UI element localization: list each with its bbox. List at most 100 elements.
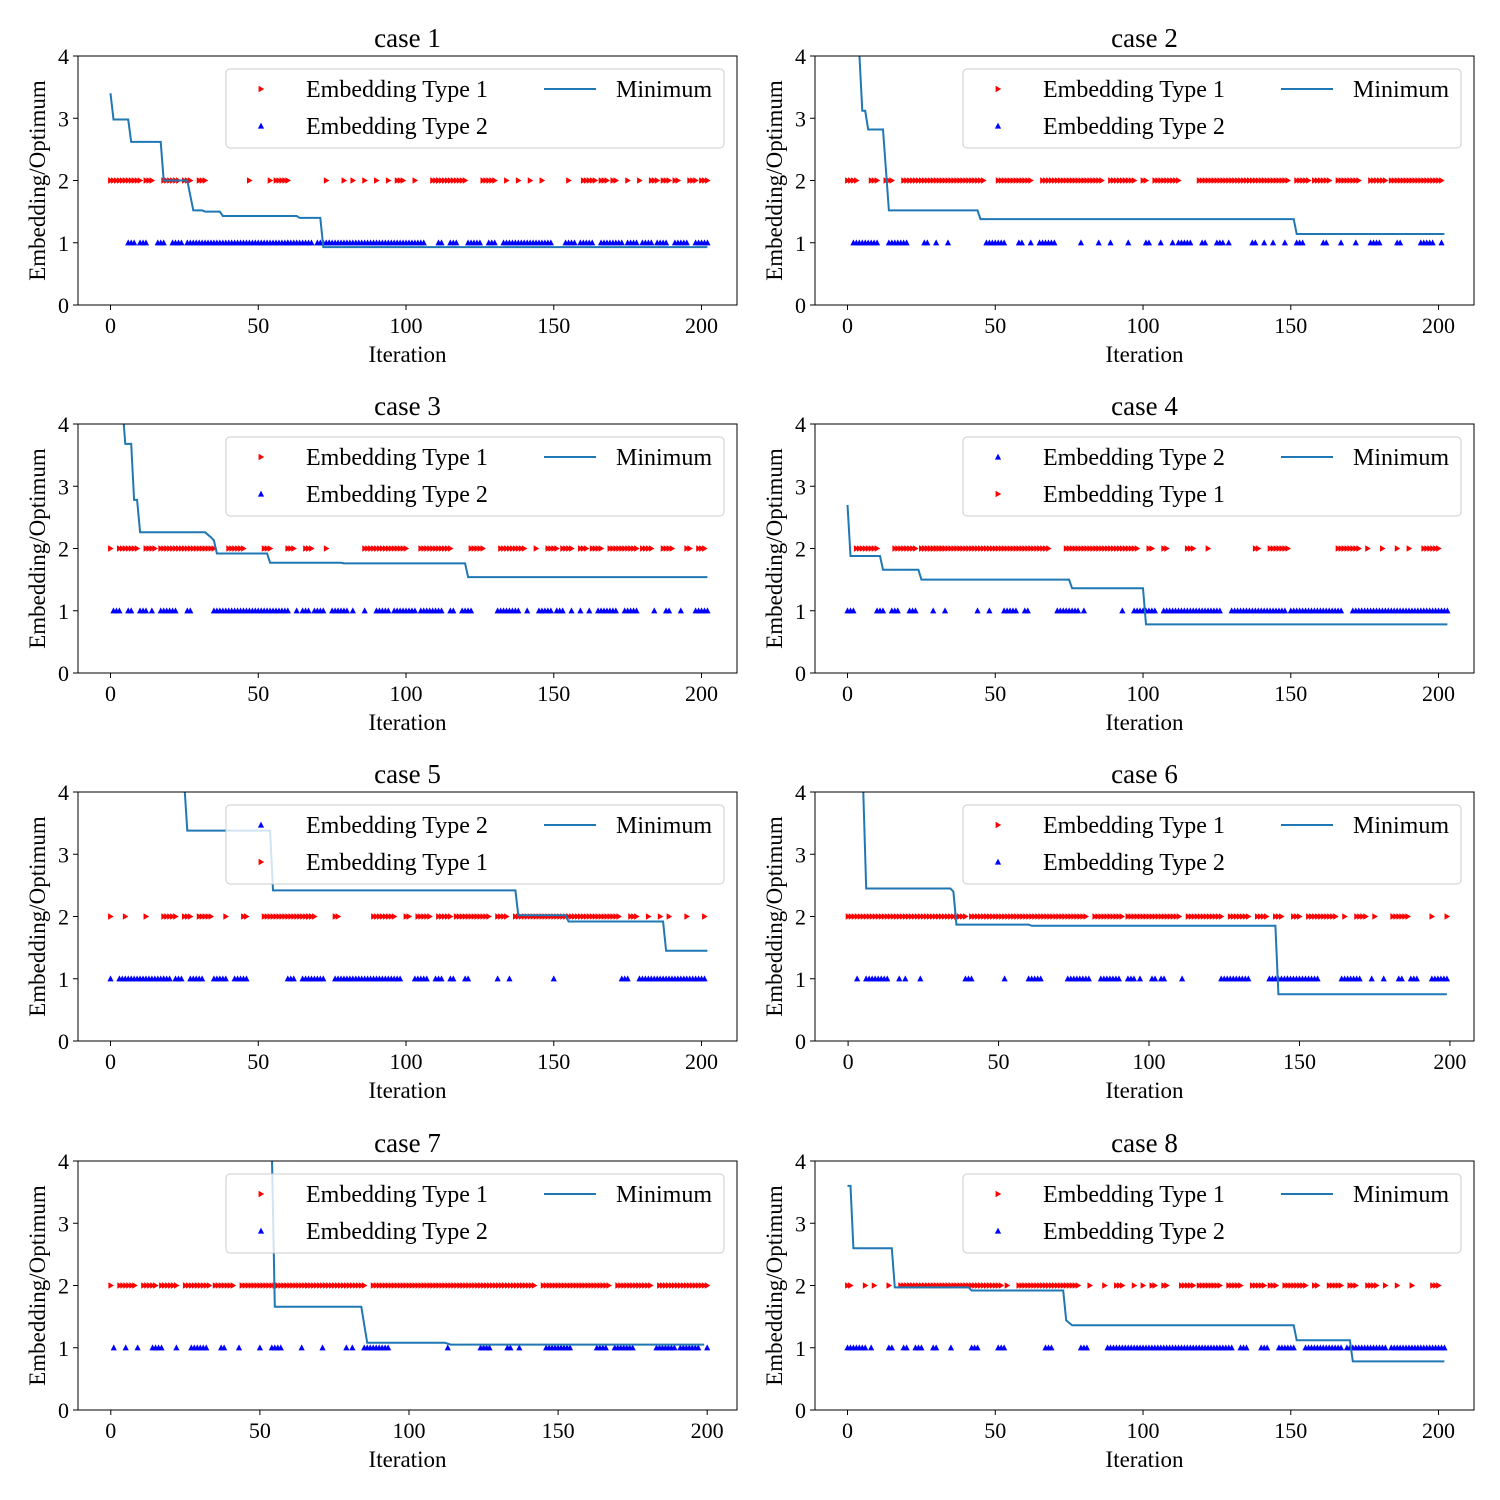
type1-marker [1093, 545, 1099, 552]
type1-marker [388, 913, 395, 920]
type1-marker [1249, 1282, 1256, 1289]
type1-marker [352, 1282, 359, 1289]
type1-marker [165, 1282, 171, 1289]
type1-marker [1285, 177, 1292, 184]
y-tick-label: 3 [58, 474, 69, 499]
type2-marker [924, 239, 931, 246]
type2-marker [122, 1344, 129, 1351]
type1-marker [552, 1282, 559, 1289]
y-tick-label: 0 [58, 661, 69, 686]
type1-marker [916, 177, 922, 184]
type1-marker [1300, 177, 1306, 184]
type1-marker [1335, 177, 1342, 184]
type1-marker [1158, 177, 1164, 184]
type1-marker [527, 177, 534, 184]
type1-marker [1137, 913, 1144, 920]
type1-marker [579, 1282, 586, 1289]
type1-marker [1338, 1282, 1345, 1289]
type1-marker [229, 545, 235, 552]
minimum-line [862, 792, 1447, 996]
type1-marker [972, 1282, 978, 1289]
type2-marker [203, 1344, 210, 1351]
type2-marker [343, 1344, 350, 1351]
type2-marker [566, 1344, 574, 1351]
type2-marker [308, 239, 315, 246]
type1-marker [278, 1282, 284, 1289]
subplot-case-6: case 6 0 50 100 150 200 0 1 2 3 4 Iteration Embeddin… [762, 759, 1475, 1103]
x-tick-label: 150 [1274, 1418, 1307, 1443]
y-axis-label: Embedding/Optimum [25, 1185, 50, 1386]
type1-marker [424, 545, 430, 552]
type1-marker [131, 177, 138, 184]
type2-marker [854, 975, 861, 982]
type1-marker [1230, 913, 1237, 920]
type1-marker [619, 545, 625, 552]
subplot-case-1: case 1 0 50 100 150 200 0 1 2 3 4 Iteration Embeddin… [25, 23, 738, 367]
type1-marker [436, 177, 442, 184]
type2-marker [1051, 239, 1058, 246]
type1-marker [400, 1282, 407, 1289]
x-axis-label: Iteration [369, 1447, 447, 1472]
type1-marker [569, 545, 575, 552]
type1-marker [1069, 545, 1076, 552]
type1-marker [1116, 1282, 1123, 1289]
type1-marker [1306, 913, 1312, 920]
type1-marker [954, 177, 961, 184]
type1-marker [515, 177, 522, 184]
type2-marker [1352, 239, 1359, 246]
type1-marker [692, 1282, 699, 1289]
type2-marker [1397, 239, 1404, 246]
type1-marker [598, 913, 605, 920]
type1-marker [663, 177, 670, 184]
type1-marker [648, 177, 655, 184]
type1-marker [1035, 913, 1041, 920]
type1-marker [1347, 1282, 1354, 1289]
type1-marker [504, 913, 510, 920]
type1-marker [945, 913, 951, 920]
type1-marker [194, 1282, 201, 1289]
type2-marker [128, 607, 135, 614]
y-tick-label: 3 [58, 842, 69, 867]
type1-marker [905, 913, 912, 920]
x-tick-label: 50 [988, 1049, 1010, 1074]
type1-marker [1312, 177, 1318, 184]
legend-label: Embedding Type 1 [1043, 813, 1225, 839]
type2-marker [1337, 1344, 1345, 1351]
type1-marker [933, 545, 940, 552]
type1-marker [875, 913, 882, 920]
type1-marker [397, 545, 404, 552]
type1-marker [1360, 913, 1366, 920]
type1-marker [162, 1282, 168, 1289]
type2-marker [1107, 239, 1114, 246]
type2-marker [235, 1344, 243, 1351]
type2-marker [1243, 1344, 1250, 1351]
type1-marker [1272, 913, 1279, 920]
type1-marker [173, 913, 179, 920]
type1-marker [1412, 177, 1419, 184]
type1-marker [573, 1282, 580, 1289]
type1-marker [687, 177, 693, 184]
type1-marker [996, 913, 1002, 920]
type1-marker [610, 545, 617, 552]
type1-marker [1403, 177, 1410, 184]
type1-marker [695, 1282, 702, 1289]
type1-marker [569, 913, 575, 920]
x-tick-label: 100 [1133, 1049, 1166, 1074]
type1-marker [890, 913, 897, 920]
type1-marker [1429, 913, 1436, 920]
type1-marker [235, 545, 241, 552]
type1-marker [998, 177, 1005, 184]
type1-marker [108, 913, 114, 920]
type1-marker [1054, 1282, 1061, 1289]
type1-marker [564, 1282, 571, 1289]
type1-marker [498, 545, 504, 552]
legend-label: Embedding Type 2 [1043, 1219, 1225, 1245]
type1-marker [1072, 545, 1079, 552]
y-axis-label: Embedding/Optimum [25, 816, 50, 1017]
type1-marker [874, 177, 881, 184]
type1-marker [190, 545, 197, 552]
type1-marker [1016, 177, 1023, 184]
type1-marker [1122, 545, 1129, 552]
type1-marker [914, 913, 921, 920]
type1-marker [1318, 913, 1324, 920]
